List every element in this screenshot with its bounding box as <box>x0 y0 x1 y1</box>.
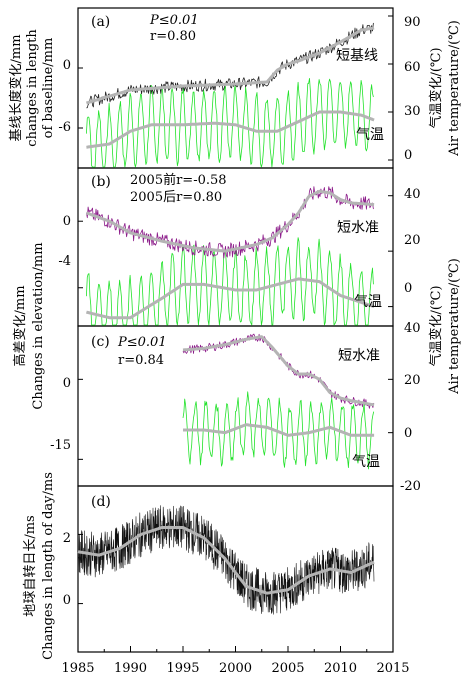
tick-c-right-3: -20 <box>400 479 421 494</box>
panel-b-series-label-leveling: 短水准 <box>337 220 379 236</box>
panel-c-series-label-leveling: 短水准 <box>338 348 380 364</box>
panel-d-label: (d) <box>91 494 111 510</box>
tick-marks <box>77 15 394 652</box>
x-tick-labels: 1985 1990 1995 2000 2005 2010 2015 <box>61 661 409 676</box>
tick-b-left-1: -4 <box>58 254 71 269</box>
x-tick-2010: 2010 <box>324 661 357 676</box>
panel-b-annotation-before: 2005前r=-0.58 <box>130 172 227 188</box>
panel-d-left-title-cn: 地球自转日长/ms <box>23 515 38 616</box>
panel-b-temperature-trend <box>85 277 375 320</box>
tick-a-left-0: 0 <box>63 58 71 73</box>
tick-d-left-1: 0 <box>63 593 71 608</box>
tick-a-right-0: 90 <box>404 15 421 30</box>
panel-c-temperature-raw <box>182 391 375 470</box>
right-axis-titles: 气温变化/(℃) Air temperature/(℃) 气温变化/(℃) Ai… <box>428 20 462 395</box>
tick-a-right-1: 60 <box>404 60 421 75</box>
tick-a-left-1: -6 <box>58 120 71 135</box>
panel-b-annotation-after: 2005后r=0.80 <box>130 190 222 205</box>
left-tick-labels: 0 -6 0 -4 0 -15 2 0 <box>50 58 71 608</box>
x-tick-1990: 1990 <box>114 661 147 676</box>
panel-b-leveling-trend <box>85 189 375 253</box>
tick-c-left-1: -15 <box>50 438 71 453</box>
x-tick-2015: 2015 <box>376 661 409 676</box>
panel-d-left-title-en: Changes in length of day/ms <box>41 472 56 660</box>
panel-a-left-title-en1: changes in length <box>25 29 40 147</box>
panel-a-series-label-temp: 气温 <box>356 127 384 143</box>
x-tick-1995: 1995 <box>166 661 199 676</box>
tick-b-right-0: 40 <box>404 187 421 202</box>
panel-a-right-title-en: Air temperature/(℃) <box>447 20 462 157</box>
x-tick-2000: 2000 <box>219 661 252 676</box>
panel-b-label: (b) <box>91 174 111 190</box>
panel-c-annotation-r: r=0.84 <box>118 353 164 368</box>
panel-c-series-label-temp: 气温 <box>352 454 380 470</box>
panel-c-annotation-p: P≤0.01 <box>117 335 167 350</box>
panel-c-label: (c) <box>91 334 110 350</box>
panel-c-right-title-en: Air temperature/(℃) <box>447 258 462 395</box>
tick-a-right-2: 30 <box>404 104 421 119</box>
panel-a-left-title-cn: 基线长度变化/mm <box>8 34 24 141</box>
panel-a-series-label-baseline: 短基线 <box>336 47 378 64</box>
right-tick-labels: 90 60 30 0 40 20 0 40 20 0 -20 <box>400 15 421 494</box>
panel-c-leveling-trend <box>182 335 375 407</box>
panel-c-plot <box>182 333 375 470</box>
panel-a-baseline-trend <box>85 26 375 105</box>
x-tick-1985: 1985 <box>61 661 94 676</box>
panel-c-left-title-cn: 高差变化/mm <box>12 285 28 366</box>
panel-a-plot <box>85 22 375 168</box>
panel-a-temperature-trend <box>85 110 375 149</box>
tick-a-right-3: 0 <box>404 148 412 163</box>
tick-d-left-0: 2 <box>63 531 71 546</box>
panel-a-temperature-raw <box>86 78 374 168</box>
panel-a-baseline-raw <box>86 22 374 109</box>
panel-a-annotation-p: P≤0.01 <box>149 13 199 28</box>
tick-c-right-0: 40 <box>404 321 421 336</box>
panel-d-lod-raw <box>77 505 375 615</box>
panel-c-right-title-cn: 气温变化/(℃) <box>428 285 444 366</box>
left-axis-titles: 基线长度变化/mm changes in length of baseline/… <box>8 29 56 660</box>
panel-c-left-title-en: Changes in elevation/mm <box>31 242 46 409</box>
tick-c-right-1: 20 <box>404 373 421 388</box>
tick-b-right-1: 20 <box>404 233 421 248</box>
panel-a-label: (a) <box>91 14 110 30</box>
panel-a-annotation-r: r=0.80 <box>150 29 196 44</box>
panel-c-leveling-raw <box>182 333 375 409</box>
panel-b-series-label-temp: 气温 <box>354 294 382 310</box>
panel-a-right-title-cn: 气温变化/(℃) <box>428 47 444 128</box>
panel-d-lod-trend <box>77 526 375 595</box>
x-tick-2005: 2005 <box>271 661 304 676</box>
tick-c-left-0: 0 <box>63 376 71 391</box>
panel-a-left-title-en2: of baseline/mm <box>41 38 56 139</box>
tick-c-right-2: 0 <box>404 426 412 441</box>
panel-d-plot <box>77 505 375 615</box>
panel-b-temperature-raw <box>86 237 374 326</box>
tick-b-left-0: 0 <box>63 214 71 229</box>
panel-b-plot <box>85 186 375 326</box>
panel-c-temperature-trend <box>182 423 375 437</box>
tick-b-right-2: 0 <box>404 281 412 296</box>
